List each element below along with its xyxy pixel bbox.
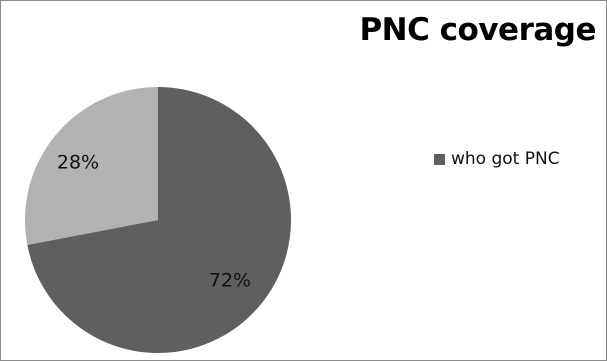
pie-slice-2 xyxy=(24,87,158,245)
pie-data-labels: 72% 28% xyxy=(57,152,251,292)
pie-slice-1 xyxy=(27,87,291,354)
data-label-1: 72% xyxy=(209,270,251,292)
legend-swatch-who-got-pnc xyxy=(434,153,445,165)
legend-label-who-got-pnc: who got PNC xyxy=(451,149,560,169)
legend: who got PNC xyxy=(434,149,560,169)
chart-title: PNC coverage xyxy=(359,12,596,48)
data-label-2: 28% xyxy=(57,152,99,174)
pie-slices xyxy=(24,87,291,354)
